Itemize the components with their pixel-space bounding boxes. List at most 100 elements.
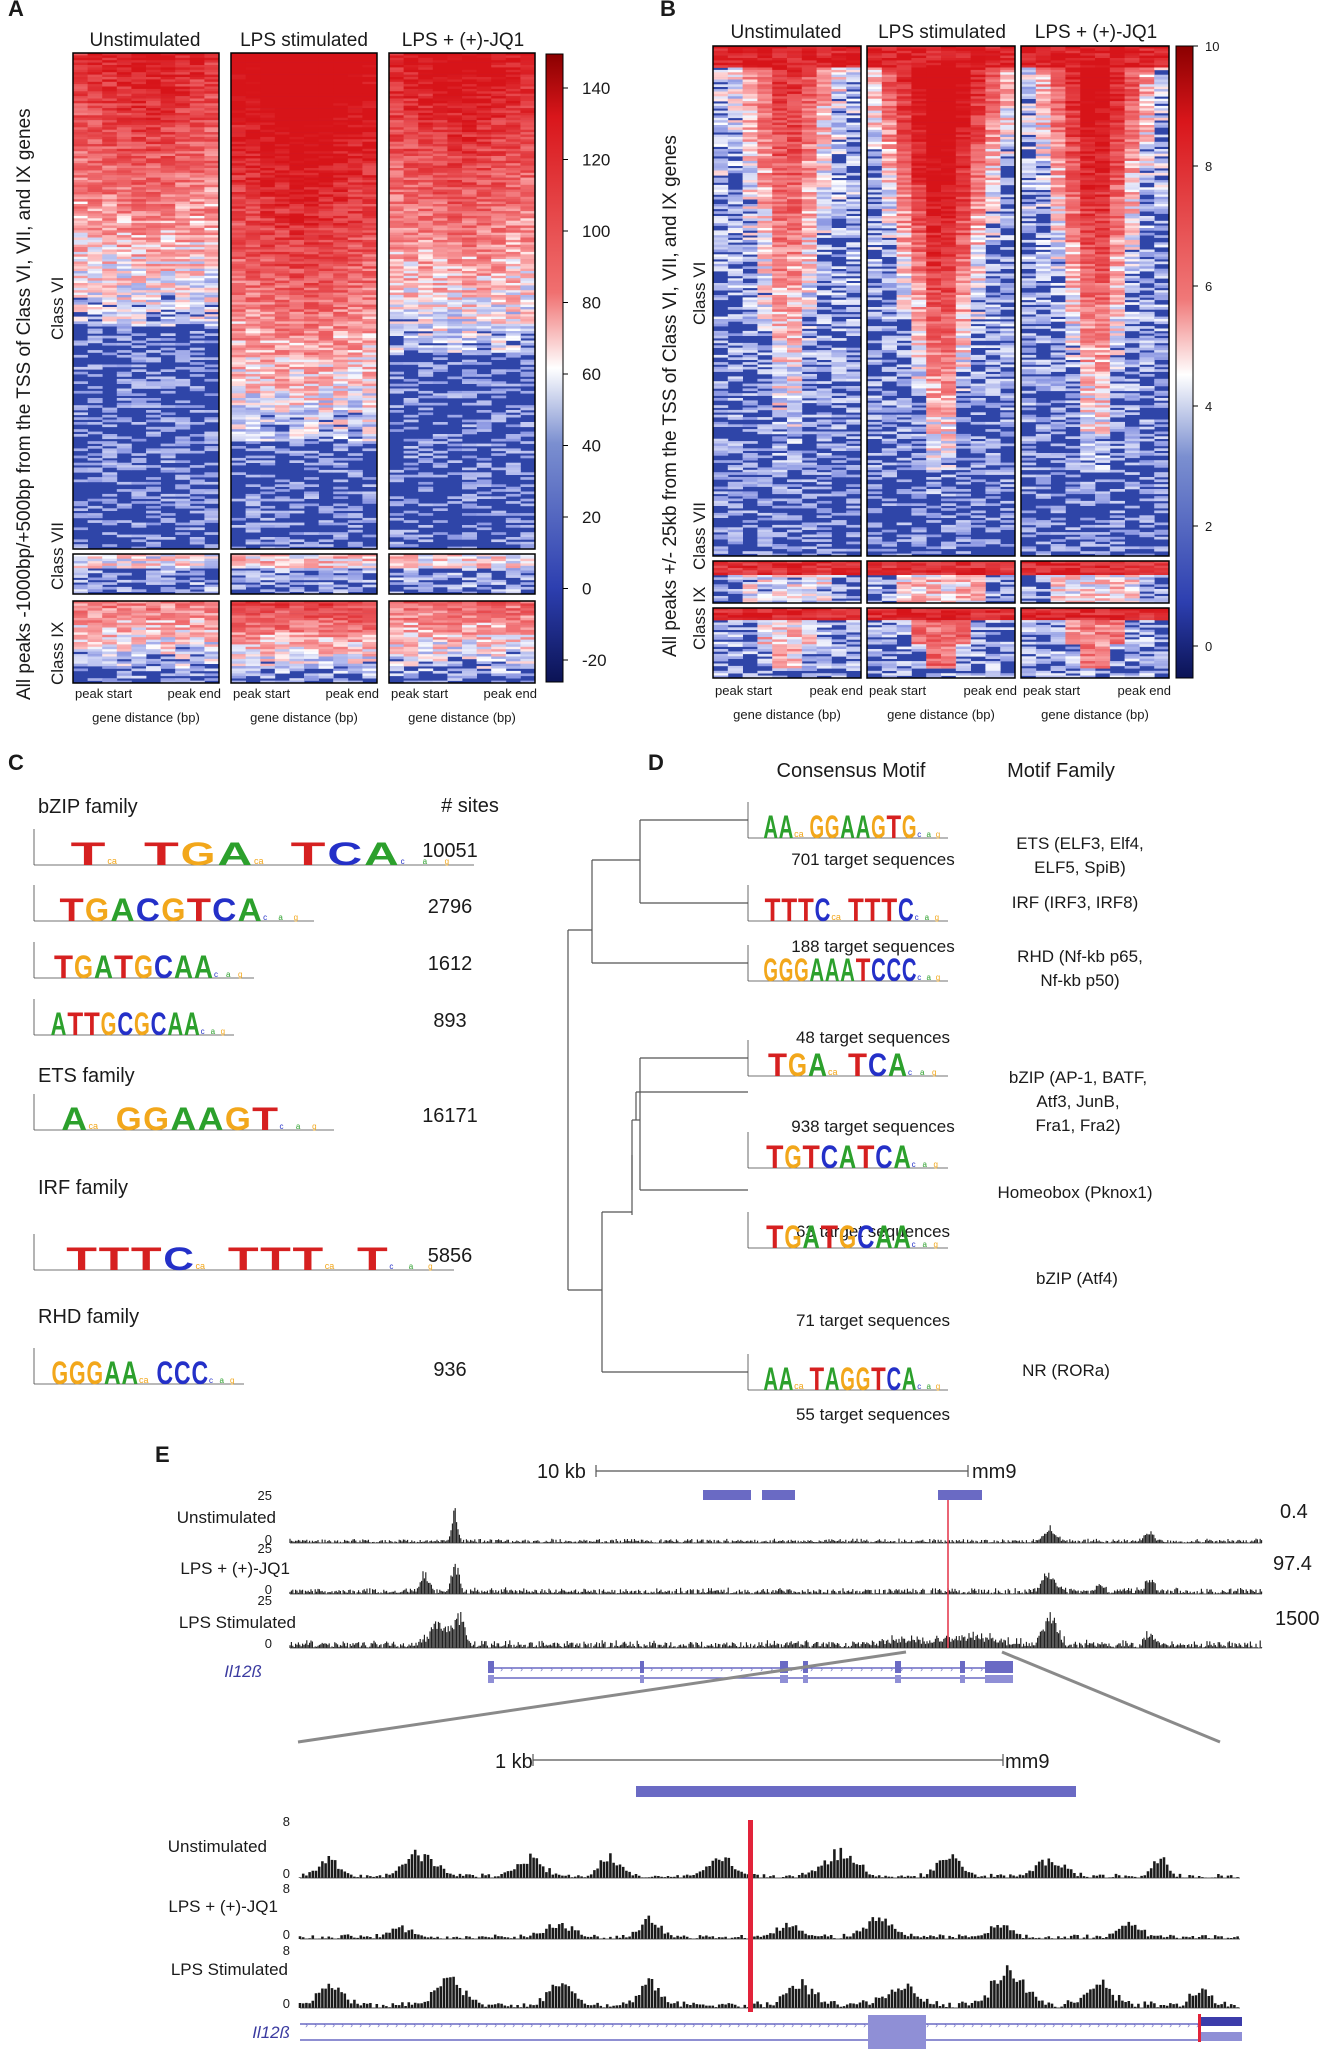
heatmap-cell xyxy=(116,402,132,406)
heatmap-cell xyxy=(260,407,276,411)
heatmap-cell xyxy=(260,634,276,638)
heatmap-cell xyxy=(87,446,103,449)
heatmap-cell xyxy=(304,182,319,186)
heatmap-cell xyxy=(102,259,118,262)
heatmap-cell xyxy=(146,622,161,626)
heatmap-cell xyxy=(347,388,363,392)
heatmap-cell xyxy=(432,256,448,260)
heatmap-cell xyxy=(403,84,419,87)
heatmap-cell xyxy=(274,134,290,138)
heatmap-cell xyxy=(160,57,176,61)
heatmap-cell xyxy=(491,204,507,207)
heatmap-cell xyxy=(116,251,132,255)
heatmap-cell xyxy=(362,273,378,277)
heatmap-cell xyxy=(73,244,88,248)
heatmap-cell xyxy=(189,259,205,262)
heatmap-cell xyxy=(87,146,103,150)
heatmap-cell xyxy=(260,120,276,123)
heatmap-cell xyxy=(505,206,521,210)
heatmap-cell xyxy=(274,271,290,274)
heatmap-cell xyxy=(131,81,147,85)
heatmap-cell xyxy=(116,364,132,368)
heatmap-cell xyxy=(204,501,220,504)
heatmap-cell xyxy=(73,232,88,236)
heatmap-cell xyxy=(289,307,305,310)
heatmap-cell xyxy=(245,117,261,121)
heatmap-cell xyxy=(289,572,305,576)
heatmap-cell xyxy=(189,266,205,269)
heatmap-cell xyxy=(189,608,205,611)
heatmap-cell xyxy=(304,299,319,303)
heatmap-cell xyxy=(333,98,349,102)
heatmap-cell xyxy=(260,455,276,459)
heatmap-cell xyxy=(245,170,261,174)
heatmap-cell xyxy=(289,105,305,109)
heatmap-cell xyxy=(289,93,305,97)
heatmap-cell xyxy=(476,244,492,248)
heatmap-cell xyxy=(73,448,88,452)
heatmap-cell xyxy=(87,271,103,274)
heatmap-cell xyxy=(274,91,290,94)
heatmap-cell xyxy=(102,151,118,154)
heatmap-cell xyxy=(318,462,334,466)
heatmap-cell xyxy=(189,124,205,128)
heatmap-cell xyxy=(304,577,319,581)
heatmap-cell xyxy=(318,364,334,368)
heatmap-cell xyxy=(289,230,305,233)
heatmap-cell xyxy=(432,163,448,166)
heatmap-cell xyxy=(102,453,118,456)
heatmap-cell xyxy=(289,426,305,430)
heatmap-cell xyxy=(245,215,261,219)
heatmap-cell xyxy=(289,601,305,604)
heatmap-cell xyxy=(73,586,88,590)
heatmap-cell xyxy=(204,53,220,56)
heatmap-cell xyxy=(333,316,349,320)
heatmap-cell xyxy=(131,112,147,116)
heatmap-cell xyxy=(347,55,363,59)
heatmap-cell xyxy=(116,136,132,140)
heatmap-cell xyxy=(476,251,492,255)
heatmap-cell xyxy=(333,146,349,150)
heatmap-cell xyxy=(175,610,191,614)
heatmap-cell xyxy=(102,62,118,66)
heatmap-cell xyxy=(274,568,290,571)
heatmap-cell xyxy=(304,290,319,293)
heatmap-cell xyxy=(160,601,176,604)
heatmap-cell xyxy=(245,283,261,286)
heatmap-cell xyxy=(73,366,88,370)
heatmap-cell xyxy=(245,225,261,229)
heatmap-cell xyxy=(362,561,378,564)
heatmap-cell xyxy=(131,259,147,262)
heatmap-cell xyxy=(160,62,176,66)
heatmap-cell xyxy=(245,69,261,73)
heatmap-cell xyxy=(189,208,205,212)
heatmap-cell xyxy=(418,74,434,78)
heatmap-cell xyxy=(189,316,205,320)
heatmap-cell xyxy=(73,115,88,118)
heatmap-cell xyxy=(231,328,246,332)
heatmap-cell xyxy=(260,340,276,344)
heatmap-cell xyxy=(131,110,147,114)
heatmap-cell xyxy=(260,237,276,241)
heatmap-cell xyxy=(146,304,161,308)
heatmap-cell xyxy=(403,239,419,243)
heatmap-cell xyxy=(102,273,118,277)
heatmap-cell xyxy=(204,668,220,672)
heatmap-cell xyxy=(189,84,205,87)
heatmap-cell xyxy=(418,100,434,104)
heatmap-cell xyxy=(204,290,220,293)
heatmap-cell xyxy=(318,295,334,298)
heatmap-cell xyxy=(245,208,261,212)
heatmap-cell xyxy=(389,74,404,78)
heatmap-cell xyxy=(347,242,363,245)
heatmap-cell xyxy=(116,194,132,198)
heatmap-cell xyxy=(231,603,246,607)
heatmap-cell xyxy=(175,223,191,226)
heatmap-cell xyxy=(362,426,378,430)
heatmap-cell xyxy=(505,192,521,195)
heatmap-cell xyxy=(362,105,378,109)
heatmap-cell xyxy=(462,115,477,118)
heatmap-cell xyxy=(175,474,191,478)
heatmap-cell xyxy=(73,615,88,619)
heatmap-cell xyxy=(146,230,161,233)
